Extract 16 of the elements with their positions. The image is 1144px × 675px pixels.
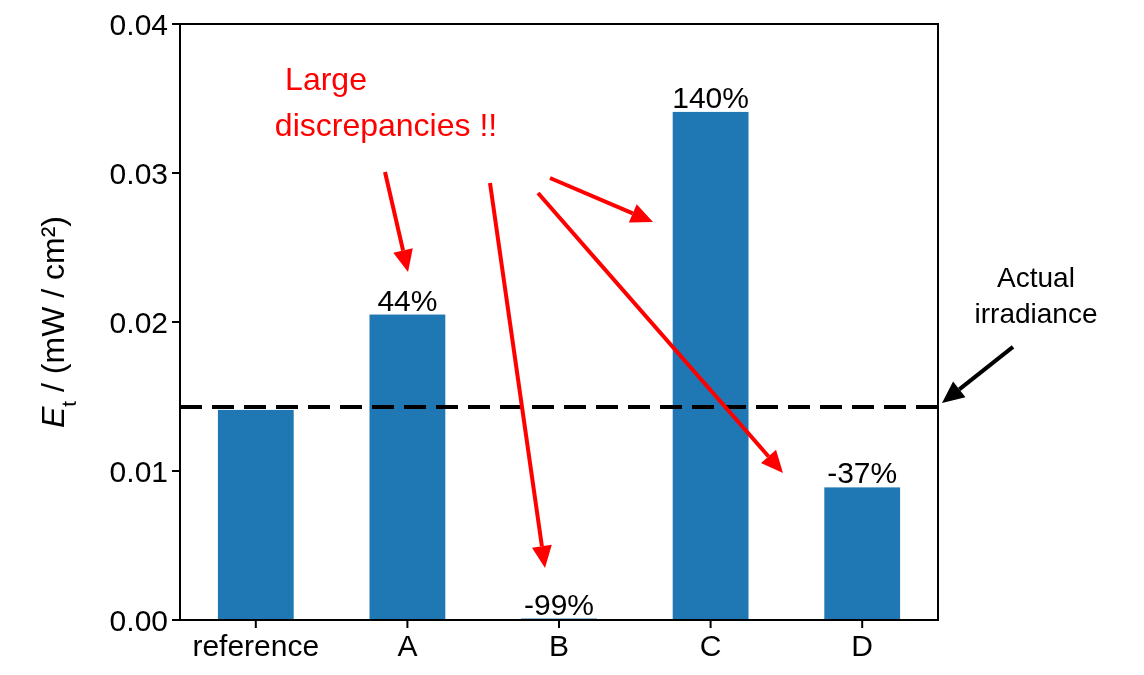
x-tick-label: D (851, 629, 874, 662)
annotation: -37% (827, 456, 898, 490)
annotation: -99% (523, 587, 595, 621)
annotation: Large discrepancies !! (274, 61, 498, 143)
y-tick-label: 0.04 (109, 7, 168, 41)
x-tick-label: A (397, 629, 418, 662)
x-tick-label: reference (192, 629, 320, 662)
y-tick-label: 0.00 (109, 603, 168, 637)
annotation: 140% (672, 80, 749, 114)
x-tick-label: B (548, 629, 570, 662)
x-tick-label: C (699, 629, 722, 662)
annotation: 44% (377, 283, 438, 317)
y-tick-label: 0.01 (109, 454, 168, 488)
ref-line-label: Actual irradiance (974, 261, 1098, 329)
y-tick-label: 0.03 (109, 156, 168, 190)
y-tick-label: 0.02 (109, 305, 168, 339)
